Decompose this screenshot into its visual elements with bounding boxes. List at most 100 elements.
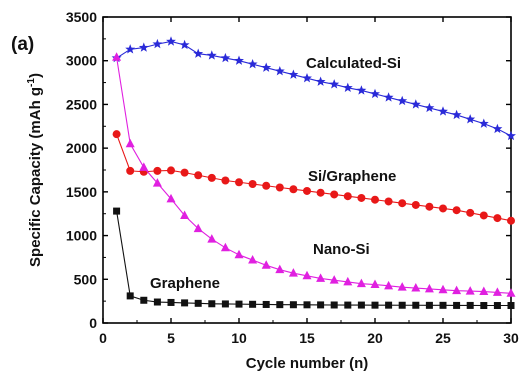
- data-point: [167, 166, 175, 175]
- data-point: [411, 283, 421, 292]
- data-point: [234, 55, 244, 65]
- data-point: [235, 178, 243, 187]
- data-point: [288, 69, 299, 79]
- data-point: [261, 62, 272, 72]
- data-point: [507, 216, 515, 225]
- data-point: [371, 301, 379, 309]
- x-tick-label: 10: [231, 330, 247, 346]
- y-tick-label: 3000: [66, 53, 97, 69]
- y-axis-title-tail: ): [27, 73, 44, 78]
- data-point: [410, 99, 421, 109]
- series-calculated-si: [111, 36, 516, 141]
- series-si-graphene: [112, 130, 515, 225]
- y-tick-label: 1000: [66, 228, 97, 244]
- x-tick-label: 15: [299, 330, 315, 346]
- data-point: [167, 298, 175, 306]
- y-tick-label: 500: [74, 271, 98, 287]
- data-point: [479, 286, 489, 296]
- data-point: [412, 301, 420, 309]
- data-point: [234, 249, 244, 259]
- data-point: [466, 208, 475, 217]
- data-point: [125, 44, 136, 54]
- data-point: [193, 48, 204, 58]
- data-point: [465, 114, 476, 124]
- data-point: [398, 301, 406, 309]
- data-point: [179, 39, 190, 50]
- data-point: [397, 282, 407, 291]
- series-graphene: [113, 207, 515, 310]
- y-tick-label: 0: [89, 315, 97, 331]
- data-point: [261, 260, 271, 269]
- data-point: [439, 204, 447, 213]
- y-tick-label: 2000: [66, 140, 97, 156]
- data-point: [153, 166, 162, 175]
- data-point: [288, 268, 298, 277]
- data-point: [194, 299, 202, 307]
- data-point: [370, 88, 380, 99]
- data-point: [453, 301, 461, 309]
- data-point: [343, 192, 352, 201]
- data-point: [112, 52, 122, 61]
- data-point: [303, 301, 311, 309]
- data-point: [316, 188, 325, 197]
- data-point: [248, 255, 258, 264]
- data-point: [425, 202, 434, 211]
- data-point: [152, 38, 163, 49]
- data-point: [344, 301, 352, 309]
- data-point: [452, 285, 462, 295]
- data-point: [329, 79, 340, 89]
- y-tick-label: 2500: [66, 96, 97, 112]
- data-point: [356, 278, 366, 288]
- data-point: [112, 130, 121, 139]
- data-point: [207, 173, 216, 182]
- data-point: [492, 123, 503, 134]
- data-point: [302, 270, 312, 280]
- data-point: [451, 109, 462, 120]
- data-point: [357, 301, 365, 309]
- data-point: [356, 85, 367, 95]
- data-point: [289, 185, 298, 194]
- x-axis: 0 5 10 15 20 25 30: [99, 17, 519, 346]
- data-point: [206, 50, 217, 60]
- data-point: [317, 301, 325, 309]
- data-point: [479, 211, 488, 220]
- data-point: [397, 95, 408, 106]
- data-point: [193, 223, 203, 233]
- data-point: [506, 130, 516, 141]
- data-point: [329, 275, 339, 284]
- y-tick-label: 3500: [66, 9, 97, 25]
- data-point: [492, 287, 502, 296]
- y-axis: 0 500 1000 1500 2000 2500 3000 3500: [66, 9, 511, 331]
- data-point: [465, 286, 475, 295]
- data-point: [439, 301, 447, 309]
- data-point: [152, 178, 162, 187]
- data-point: [357, 193, 366, 202]
- x-tick-label: 20: [367, 330, 383, 346]
- data-point: [424, 283, 434, 293]
- data-point: [275, 264, 285, 274]
- series-nano-si: [112, 52, 516, 297]
- data-point: [180, 210, 190, 219]
- data-point: [343, 276, 353, 286]
- data-point: [207, 234, 217, 243]
- data-point: [138, 42, 149, 52]
- data-point: [330, 301, 338, 309]
- data-point: [385, 301, 393, 309]
- data-point: [493, 214, 502, 223]
- data-point: [506, 288, 516, 297]
- data-point: [370, 279, 380, 289]
- data-point: [181, 299, 189, 307]
- data-point: [438, 284, 448, 294]
- data-point: [384, 280, 394, 290]
- data-point: [208, 300, 216, 308]
- data-point: [220, 242, 230, 252]
- data-point: [248, 179, 257, 188]
- label-nano-si: Nano-Si: [313, 241, 370, 258]
- y-axis-title: Specific Capacity (mAh g-1): [26, 73, 44, 267]
- x-tick-label: 5: [167, 330, 175, 346]
- data-point: [247, 59, 258, 69]
- data-point: [262, 300, 270, 308]
- data-point: [153, 298, 161, 306]
- label-graphene: Graphene: [150, 275, 220, 292]
- data-point: [274, 66, 285, 76]
